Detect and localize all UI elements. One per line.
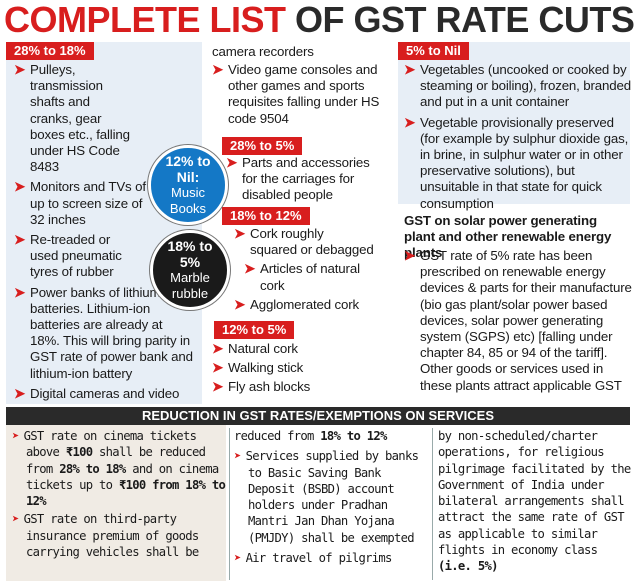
item-list-col1: ➤ Pulleys, transmission shafts and cranks… <box>14 62 200 402</box>
arrow-icon: ➤ <box>226 155 237 170</box>
rate-tag-28-to-18: 28% to 18% <box>6 42 94 60</box>
arrow-icon: ➤ <box>14 62 25 77</box>
column-3-panel <box>398 42 630 204</box>
arrow-icon: ➤ <box>234 226 245 241</box>
rate-tag-28-to-5: 28% to 5% <box>222 137 303 155</box>
item-list-col3: ➤ Vegetables (uncooked or cooked by steam… <box>404 62 632 212</box>
list-item: ➤ Natural cork <box>212 341 298 356</box>
list-item: ➤ Digital cameras and video <box>14 385 180 401</box>
list-item: ➤ GST rate on third-party insurance premi… <box>12 512 199 560</box>
list-item: ➤ Power banks of lithium-ion batteries. L… <box>14 284 193 381</box>
arrow-icon: ➤ <box>404 248 415 263</box>
solar-heading: GST on solar power generating plant and … <box>404 213 612 261</box>
arrow-icon: ➤ <box>212 62 223 77</box>
arrow-icon: ➤ <box>14 179 25 195</box>
arrow-icon: ➤ <box>404 62 415 77</box>
column-1-panel <box>6 42 202 404</box>
divider <box>432 428 433 580</box>
arrow-icon: ➤ <box>14 385 25 401</box>
circle-music-books: 12% to Nil: Music Books <box>148 145 228 225</box>
arrow-icon: ➤ <box>244 261 255 277</box>
arrow-icon: ➤ <box>234 296 245 312</box>
list-item: ➤ GST rate of 5% rate has been prescribed… <box>404 248 632 393</box>
services-col2: reduced from 18% to 12% ➤ Services suppli… <box>234 428 430 566</box>
page-title: COMPLETE LIST OF GST RATE CUTS <box>4 0 635 40</box>
services-col3: by non-scheduled/charter operations, for… <box>438 429 631 574</box>
circle-marble-rubble: 18% to 5% Marble rubble <box>150 230 230 310</box>
continued-text: reduced from 18% to 12% <box>234 429 387 443</box>
arrow-icon: ➤ <box>212 341 223 356</box>
rate-tag-18-to-12: 18% to 12% <box>222 207 310 225</box>
list-item: ➤ Services supplied by banks to Basic Sav… <box>234 449 419 545</box>
arrow-icon: ➤ <box>12 429 19 443</box>
list-item: ➤ Video game consoles and other games and… <box>212 62 380 126</box>
arrow-icon: ➤ <box>14 284 25 300</box>
arrow-icon: ➤ <box>212 360 223 376</box>
services-col1: ➤ GST rate on cinema tickets above ₹100 s… <box>12 428 226 560</box>
list-item: ➤ GST rate on cinema tickets above ₹100 s… <box>12 429 226 509</box>
arrow-icon: ➤ <box>12 512 19 527</box>
list-item: ➤ Vegetable provisionally preserved (for … <box>404 114 629 211</box>
arrow-icon: ➤ <box>404 114 415 130</box>
list-item: ➤ Re-treaded or used pneumatic tyres of r… <box>14 232 122 280</box>
continued-text: camera recorders <box>212 44 314 59</box>
list-item: ➤ Air travel of pilgrims <box>234 551 392 566</box>
list-item: ➤ Cork roughly squared or debagged <box>234 226 374 258</box>
arrow-icon: ➤ <box>234 551 241 566</box>
arrow-icon: ➤ <box>234 449 241 464</box>
services-heading: REDUCTION IN GST RATES/EXEMPTIONS ON SER… <box>6 407 630 425</box>
arrow-icon: ➤ <box>14 232 25 248</box>
list-item: ➤ Vegetables (uncooked or cooked by steam… <box>404 62 632 110</box>
item-list-col2-c: ➤ Natural cork ➤ Walking stick ➤ Fly ash bl… <box>212 341 392 396</box>
arrow-icon: ➤ <box>212 379 223 395</box>
list-item: ➤ Agglomerated cork <box>234 296 360 312</box>
item-list-col2-a: ➤ Parts and accessories for the carriages… <box>226 155 386 204</box>
list-item: ➤ Pulleys, transmission shafts and cranks… <box>14 62 130 175</box>
item-list-col2-top: ➤ Video game consoles and other games and… <box>212 62 392 127</box>
solar-item: ➤ GST rate of 5% rate has been prescribed… <box>404 248 632 394</box>
services-col1-panel <box>6 425 226 581</box>
list-item: ➤ Walking stick <box>212 360 304 376</box>
list-item: ➤ Fly ash blocks <box>212 379 311 395</box>
list-item: ➤ Articles of natural cork <box>244 261 360 293</box>
list-item: ➤ Monitors and TVs of up to screen size o… <box>14 179 146 227</box>
divider <box>229 428 230 580</box>
rate-tag-5-to-nil: 5% to Nil <box>398 42 469 60</box>
item-list-col2-b: ➤ Cork roughly squared or debagged ➤ Artic… <box>234 226 392 313</box>
rate-tag-12-to-5: 12% to 5% <box>214 321 295 339</box>
list-item: ➤ Parts and accessories for the carriages… <box>226 155 370 203</box>
